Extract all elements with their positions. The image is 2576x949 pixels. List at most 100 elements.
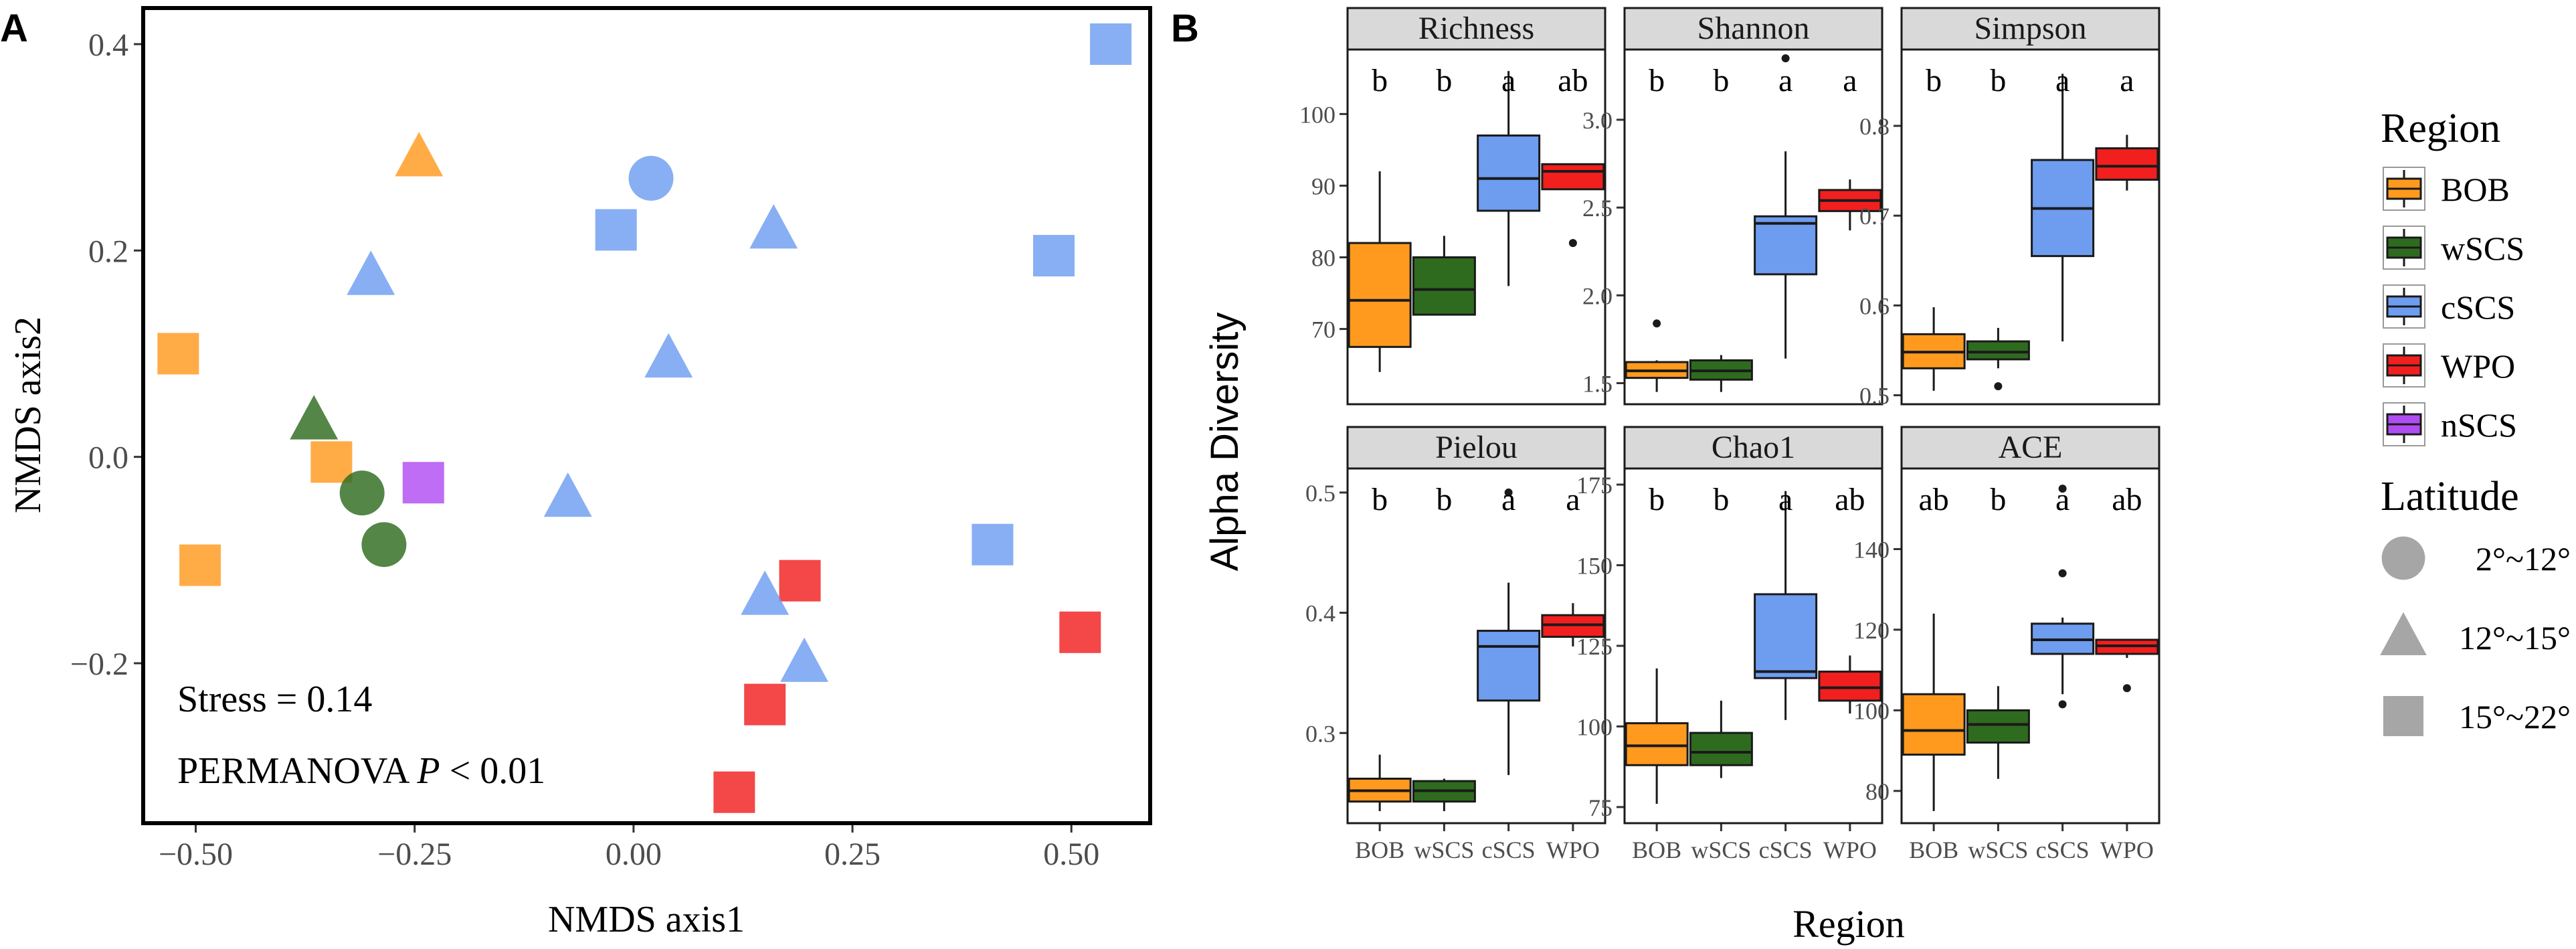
box-WPO — [1541, 163, 1605, 191]
facet-x-tick-label: wSCS — [1414, 837, 1474, 863]
facet-plot-frame — [1346, 467, 1606, 825]
facet-y-tick-label: 100 — [1576, 713, 1613, 740]
boxplot-panel: A B Richness708090100bbaabShannon1.52.02… — [1171, 7, 2160, 946]
box-cSCS — [1754, 593, 1818, 679]
box-wSCS — [1689, 731, 1753, 766]
facet-x-tick-label: WPO — [2100, 837, 2154, 863]
box-cSCS — [1477, 134, 1541, 212]
facet-y-tick-label: 0.5 — [1859, 383, 1890, 410]
facet-strip-label: Chao1 — [1712, 430, 1795, 465]
nmds-y-axis-title: NMDS axis2 — [7, 317, 49, 513]
facet-y-tick-label: 0.8 — [1859, 113, 1890, 140]
box-outlier — [2058, 700, 2067, 709]
facet-y-tick-label: 80 — [1865, 778, 1890, 805]
legend-region-label: WPO — [2441, 347, 2515, 385]
panel-letter-a: A — [0, 7, 28, 50]
facet-x-tick-label: WPO — [1546, 837, 1600, 863]
permanova-suffix: < 0.01 — [440, 750, 546, 792]
facet-x-tick-label: cSCS — [1482, 837, 1536, 863]
facet-y-tick-label: 80 — [1311, 245, 1336, 272]
region-x-axis-title: Region — [1792, 902, 1905, 946]
box-WPO — [2095, 147, 2159, 181]
nmds-y-tick-label: 0.4 — [88, 27, 128, 63]
facet-strip — [1900, 7, 2160, 51]
nmds-x-tick-label: −0.50 — [159, 837, 233, 872]
facet-strip-label: Simpson — [1974, 11, 2086, 46]
stress-annotation: Stress = 0.14 — [177, 679, 372, 720]
legend-item-wSCS: wSCS — [2383, 226, 2524, 270]
nmds-point-cSCS-triangle — [741, 570, 790, 615]
significance-letter: a — [1501, 63, 1515, 98]
nmds-point-cSCS-triangle — [644, 333, 693, 378]
significance-letter: a — [1778, 482, 1792, 517]
facet-shannon: Shannon 1.5 2.0 2.5 3.0 b b a a — [1582, 7, 1883, 406]
box-wSCS — [1966, 709, 2030, 744]
significance-letter: a — [2120, 63, 2134, 98]
facet-plot-frame — [1623, 467, 1883, 825]
box-BOB — [1348, 242, 1412, 348]
nmds-point-WPO-square — [744, 683, 786, 725]
nmds-point-cSCS-triangle — [543, 472, 592, 517]
nmds-x-tick-label: 0.50 — [1043, 837, 1099, 872]
facet-plot-frame — [1346, 48, 1606, 406]
nmds-points — [157, 23, 1132, 813]
significance-letter: b — [1372, 482, 1388, 517]
facet-y-tick-label: 100 — [1853, 697, 1890, 724]
nmds-point-BOB-triangle — [395, 132, 444, 177]
legend-square-icon — [2383, 696, 2423, 736]
facet-y-tick-label: 140 — [1853, 536, 1890, 563]
nmds-y-tick-label: 0.0 — [88, 440, 128, 476]
significance-letter: b — [1926, 63, 1942, 98]
nmds-point-cSCS-square — [972, 523, 1014, 566]
significance-letter: ab — [1918, 482, 1948, 517]
nmds-point-cSCS-triangle — [749, 204, 798, 249]
facet-x-tick-label: cSCS — [1759, 837, 1813, 863]
nmds-x-axis-title: NMDS axis1 — [548, 899, 745, 940]
facet-y-tick-label: 2.5 — [1582, 195, 1613, 222]
facet-x-tick-label: BOB — [1355, 837, 1404, 863]
facet-x-tick-label: BOB — [1909, 837, 1958, 863]
significance-letter: b — [1372, 63, 1388, 98]
nmds-point-cSCS-circle — [628, 155, 674, 201]
significance-letter: b — [1990, 63, 2006, 98]
significance-letter: a — [1566, 482, 1580, 517]
nmds-x-tick-label: −0.25 — [377, 837, 452, 872]
box-outlier — [2058, 485, 2067, 493]
legend-latitude-label: 15°~22° — [2459, 698, 2571, 736]
nmds-point-cSCS-square — [595, 209, 637, 251]
nmds-point-cSCS-square — [1033, 235, 1075, 277]
facet-y-tick-label: 70 — [1311, 317, 1336, 343]
nmds-point-nSCS-square — [402, 462, 444, 504]
legend-latitude-circle: 2°~12° — [2381, 536, 2571, 580]
facet-y-tick-label: 90 — [1311, 173, 1336, 199]
box-cSCS — [1477, 630, 1541, 702]
nmds-point-BOB-square — [157, 333, 199, 375]
legend-latitude-entries: 2°~12° 12°~15° 15°~22° — [2380, 536, 2571, 736]
facet-simpson: Simpson 0.5 0.6 0.7 0.8 b b a a — [1859, 7, 2160, 410]
legend-item-cSCS: cSCS — [2383, 284, 2515, 329]
facet-y-tick-label: 125 — [1576, 633, 1613, 660]
facet-chao1: Chao1 75 100 125 150 175 b BOB b wSCS a cSCS ab WPO — [1576, 426, 1883, 863]
significance-letter: b — [1436, 482, 1452, 517]
box-outlier — [1994, 382, 2003, 391]
nmds-point-cSCS-triangle — [780, 637, 829, 682]
facet-y-tick-label: 150 — [1576, 553, 1613, 580]
significance-letter: b — [1436, 63, 1452, 98]
legend-region-label: cSCS — [2441, 288, 2515, 326]
legend-latitude-label: 12°~15° — [2459, 619, 2571, 657]
legend-region-label: wSCS — [2441, 230, 2524, 267]
nmds-point-WPO-square — [1059, 611, 1101, 653]
legend-latitude-triangle: 12°~15° — [2380, 612, 2571, 657]
significance-letter: ab — [1558, 63, 1588, 98]
facet-x-tick-label: wSCS — [1968, 837, 2028, 863]
facet-richness: Richness 70 80 90 100 b b a ab — [1299, 7, 1606, 406]
facet-plot-frame — [1900, 48, 2160, 406]
nmds-point-cSCS-triangle — [347, 250, 395, 295]
facet-strip-label: ACE — [1999, 430, 2063, 465]
nmds-point-WPO-square — [713, 771, 755, 813]
significance-letter: b — [1713, 482, 1729, 517]
legend-latitude-square: 15°~22° — [2383, 696, 2571, 736]
facet-strip-label: Shannon — [1697, 11, 1810, 46]
facet-y-tick-label: 2.0 — [1582, 282, 1613, 309]
